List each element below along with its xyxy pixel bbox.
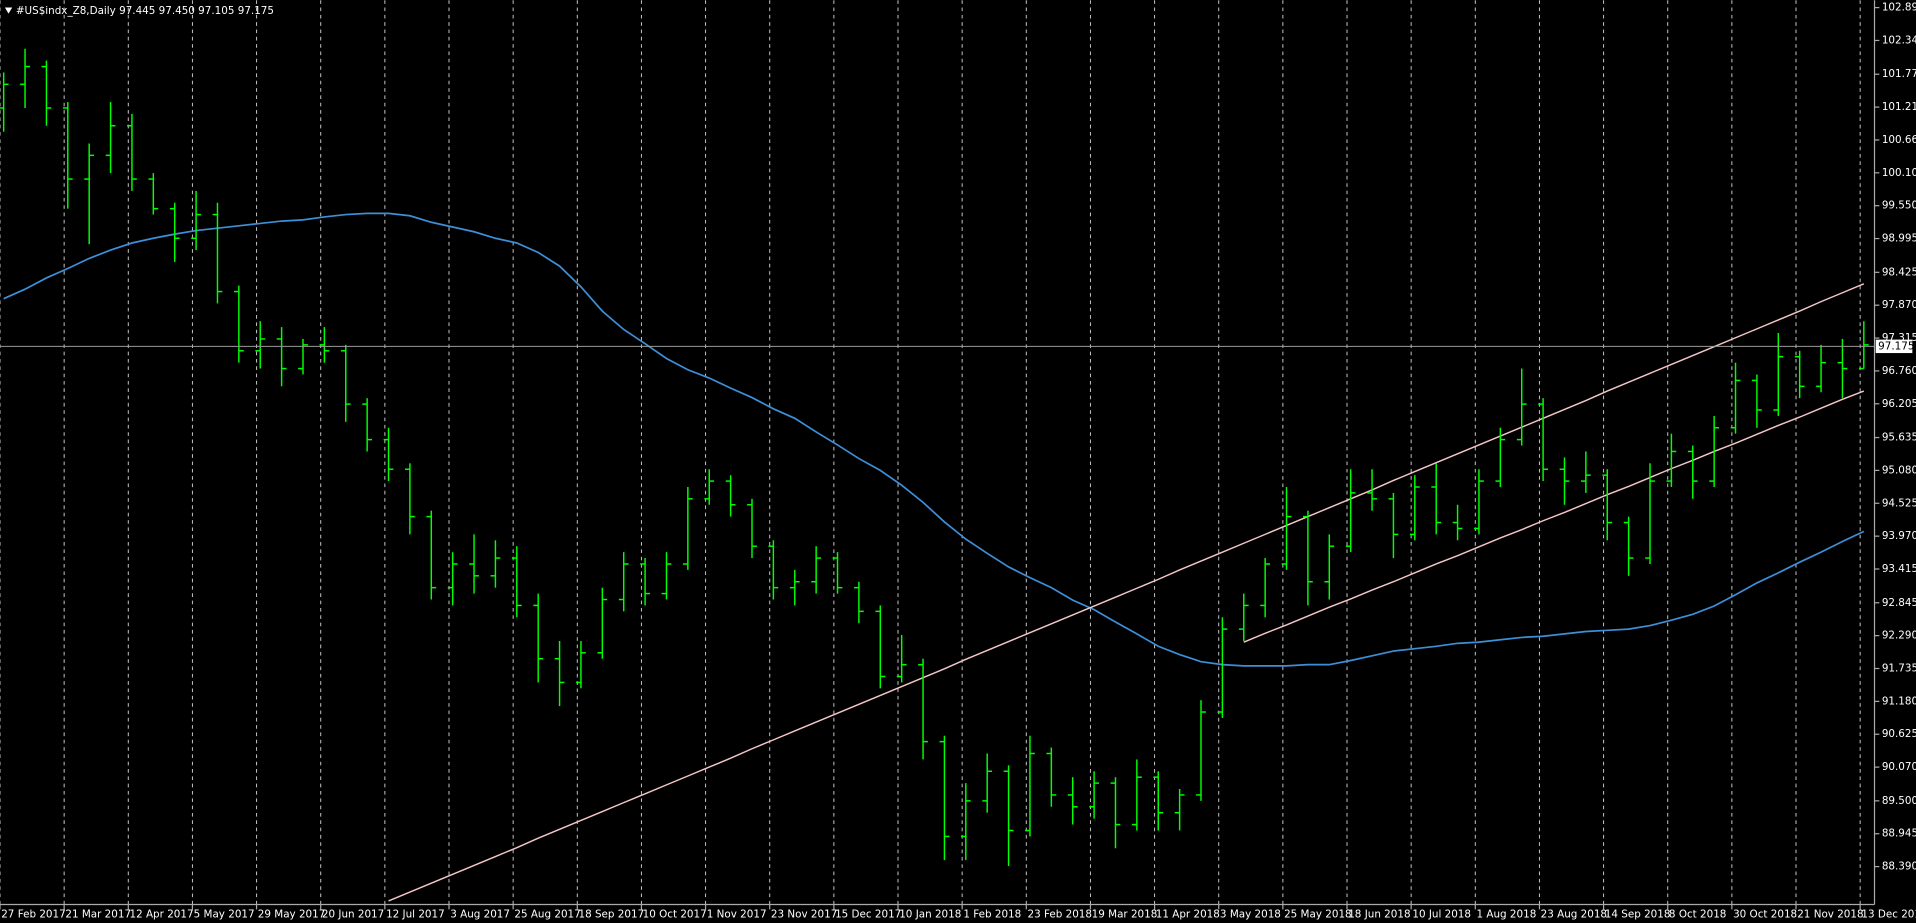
x-tick-label: 27 Feb 2017 (1, 908, 65, 920)
y-tick-label: 102.895 (1882, 2, 1916, 14)
y-tick-label: 100.660 (1882, 134, 1916, 146)
x-tick-label: 29 May 2017 (258, 908, 326, 920)
y-tick-label: 100.105 (1882, 167, 1916, 179)
y-tick-label: 96.205 (1882, 398, 1916, 410)
x-tick-label: 30 Oct 2018 (1733, 908, 1797, 920)
y-tick-label: 88.945 (1882, 828, 1916, 840)
x-tick-label: 12 Apr 2017 (130, 908, 194, 920)
trend-line (388, 283, 1865, 902)
x-tick-label: 18 Sep 2017 (579, 908, 645, 920)
x-tick-label: 8 Oct 2018 (1669, 908, 1726, 920)
y-tick-label: 98.995 (1882, 233, 1916, 245)
y-tick-label: 89.500 (1882, 795, 1916, 807)
chart-title: #US$indx_Z8,Daily 97.445 97.450 97.105 9… (16, 5, 274, 17)
x-tick-label: 1 Aug 2018 (1477, 908, 1537, 920)
x-tick-label: 10 Oct 2017 (643, 908, 707, 920)
x-tick-label: 23 Feb 2018 (1028, 908, 1092, 920)
y-tick-label: 102.340 (1882, 34, 1916, 46)
y-tick-label: 88.390 (1882, 861, 1916, 873)
y-tick-label: 101.215 (1882, 101, 1916, 113)
moving-average (3, 212, 1865, 667)
x-tick-label: 25 Aug 2017 (514, 908, 580, 920)
x-tick-label: 11 Apr 2018 (1156, 908, 1220, 920)
x-tick-label: 3 Aug 2017 (450, 908, 510, 920)
y-tick-label: 99.550 (1882, 200, 1916, 212)
x-tick-label: 1 Nov 2017 (707, 908, 767, 920)
x-tick-label: 18 Jun 2018 (1348, 908, 1410, 920)
trend-line (1243, 390, 1865, 643)
x-tick-label: 13 Dec 2018 (1861, 908, 1916, 920)
y-tick-label: 98.425 (1882, 266, 1916, 278)
x-tick-label: 1 Feb 2018 (963, 908, 1021, 920)
x-tick-label: 5 May 2017 (194, 908, 255, 920)
collapse-arrow[interactable] (4, 7, 13, 14)
y-tick-label: 92.290 (1882, 630, 1916, 642)
y-tick-label: 91.735 (1882, 663, 1916, 675)
y-tick-label: 95.635 (1882, 432, 1916, 444)
y-tick-label: 90.070 (1882, 761, 1916, 773)
y-tick-label: 101.770 (1882, 68, 1916, 80)
x-tick-label: 21 Nov 2018 (1797, 908, 1863, 920)
x-tick-label: 10 Jan 2018 (899, 908, 961, 920)
x-tick-label: 23 Aug 2018 (1541, 908, 1607, 920)
x-tick-label: 20 Jun 2017 (322, 908, 384, 920)
x-tick-label: 10 Jul 2018 (1412, 908, 1471, 920)
current-price-label: 97.175 (1878, 340, 1914, 352)
x-tick-label: 23 Nov 2017 (771, 908, 837, 920)
y-tick-label: 93.970 (1882, 530, 1916, 542)
x-tick-label: 12 Jul 2017 (386, 908, 445, 920)
x-tick-label: 15 Dec 2017 (835, 908, 901, 920)
y-tick-label: 94.525 (1882, 497, 1916, 509)
x-tick-label: 21 Mar 2017 (65, 908, 131, 920)
y-tick-label: 95.080 (1882, 464, 1916, 476)
current-price-box (1875, 339, 1913, 354)
x-tick-label: 19 Mar 2018 (1092, 908, 1158, 920)
y-tick-label: 93.415 (1882, 563, 1916, 575)
x-tick-label: 3 May 2018 (1220, 908, 1281, 920)
y-tick-label: 97.870 (1882, 299, 1916, 311)
x-tick-label: 14 Sep 2018 (1605, 908, 1671, 920)
y-tick-label: 91.180 (1882, 695, 1916, 707)
x-tick-label: 25 May 2018 (1284, 908, 1352, 920)
y-tick-label: 90.625 (1882, 728, 1916, 740)
y-tick-label: 92.845 (1882, 597, 1916, 609)
y-tick-label: 96.760 (1882, 365, 1916, 377)
